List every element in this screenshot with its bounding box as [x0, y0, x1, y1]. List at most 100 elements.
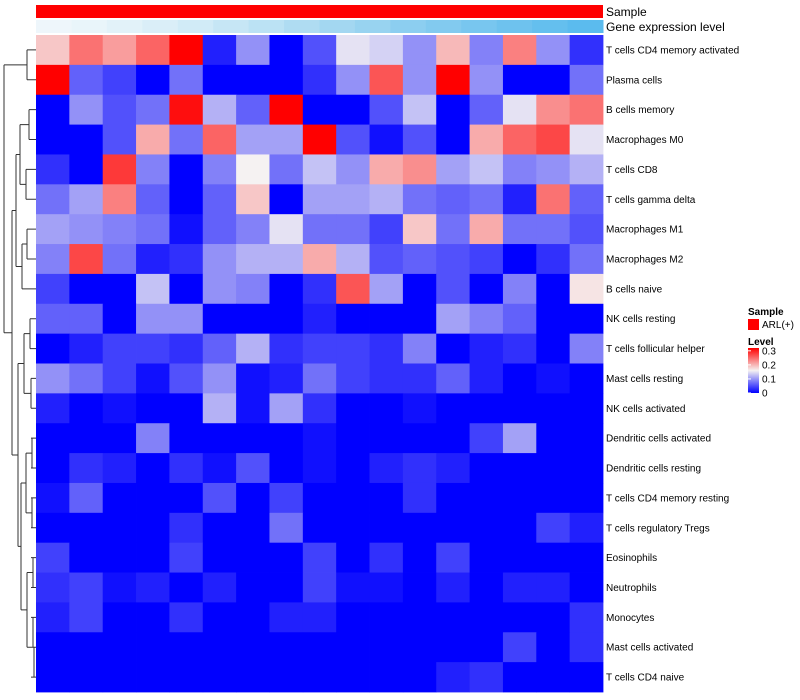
legend-sample-swatch	[748, 319, 759, 330]
heatmap-cell	[569, 512, 604, 544]
heatmap-cell	[536, 542, 571, 573]
heatmap-cell	[369, 35, 404, 66]
heatmap-cell	[102, 124, 137, 155]
heatmap-cell	[136, 94, 170, 125]
heatmap-cell	[502, 363, 537, 394]
heatmap-cell	[36, 482, 70, 514]
heatmap-cell	[302, 393, 337, 424]
heatmap-cell	[402, 303, 437, 335]
heatmap-cell	[202, 184, 237, 215]
heatmap-cell	[36, 303, 70, 335]
heatmap-cell	[336, 154, 370, 185]
heatmap-cell	[236, 393, 270, 424]
heatmap-cell	[169, 124, 204, 155]
heatmap-cell	[269, 214, 304, 245]
heatmap-cell	[169, 94, 204, 125]
heatmap-cells	[36, 35, 604, 693]
expression-annotation-cell	[390, 20, 427, 33]
heatmap-cell	[302, 512, 337, 544]
heatmap-cell	[169, 244, 204, 275]
heatmap-cell	[569, 423, 604, 454]
heatmap-cell	[369, 214, 404, 245]
heatmap-cell	[302, 273, 337, 305]
heatmap-cell	[302, 184, 337, 215]
heatmap-cell	[469, 572, 504, 603]
heatmap-cell	[136, 35, 170, 66]
heatmap-cell	[302, 333, 337, 364]
heatmap-cell	[169, 303, 204, 335]
heatmap-cell	[236, 214, 270, 245]
heatmap-cell	[136, 333, 170, 364]
expression-annotation-cell	[425, 20, 462, 33]
heatmap-cell	[169, 453, 204, 484]
heatmap-cell	[102, 542, 137, 573]
heatmap-cell	[169, 602, 204, 633]
heatmap-cell	[469, 214, 504, 245]
heatmap-cell	[236, 124, 270, 155]
heatmap-cell	[336, 512, 370, 544]
heatmap-cell	[536, 512, 571, 544]
heatmap-cell	[436, 602, 470, 633]
heatmap-cell	[502, 333, 537, 364]
heatmap-cell	[502, 124, 537, 155]
heatmap-cell	[36, 124, 70, 155]
expression-annotation-bar	[36, 20, 604, 33]
heatmap-cell	[369, 542, 404, 573]
row-label: Macrophages M1	[606, 225, 684, 236]
heatmap-cell	[502, 184, 537, 215]
heatmap-cell	[202, 662, 237, 693]
heatmap-cell	[136, 64, 170, 96]
row-label: Dendritic cells activated	[606, 434, 711, 445]
expression-annotation-cell	[319, 20, 356, 33]
expression-annotation-cell	[36, 20, 72, 33]
heatmap-cell	[69, 363, 104, 394]
heatmap-cell	[69, 482, 104, 514]
heatmap-cell	[402, 124, 437, 155]
heatmap-cell	[69, 94, 104, 125]
heatmap-cell	[202, 572, 237, 603]
heatmap-cell	[302, 482, 337, 514]
heatmap-cell	[269, 303, 304, 335]
heatmap-cell	[502, 154, 537, 185]
heatmap-cell	[536, 184, 571, 215]
heatmap-cell	[469, 393, 504, 424]
heatmap-cell	[202, 94, 237, 125]
heatmap-cell	[502, 393, 537, 424]
heatmap-cell	[169, 35, 204, 66]
heatmap-cell	[202, 632, 237, 663]
heatmap-cell	[269, 453, 304, 484]
heatmap-cell	[269, 94, 304, 125]
heatmap-cell	[202, 423, 237, 454]
legend-tick-label: 0.3	[762, 346, 776, 357]
heatmap-cell	[436, 482, 470, 514]
expression-annotation-cell	[567, 20, 604, 33]
heatmap-cell	[136, 482, 170, 514]
heatmap-cell	[402, 453, 437, 484]
heatmap-cell	[69, 35, 104, 66]
heatmap-cell	[402, 482, 437, 514]
heatmap-cell	[502, 542, 537, 573]
heatmap-cell	[136, 244, 170, 275]
heatmap-cell	[169, 632, 204, 663]
heatmap-cell	[269, 363, 304, 394]
heatmap-cell	[536, 453, 571, 484]
heatmap-cell	[269, 35, 304, 66]
heatmap-cell	[136, 453, 170, 484]
heatmap-cell	[436, 363, 470, 394]
heatmap-cell	[436, 423, 470, 454]
heatmap-cell	[569, 303, 604, 335]
heatmap-cell	[236, 333, 270, 364]
heatmap-cell	[36, 273, 70, 305]
heatmap-cell	[36, 512, 70, 544]
heatmap-cell	[69, 244, 104, 275]
heatmap-cell	[236, 94, 270, 125]
heatmap-cell	[69, 214, 104, 245]
heatmap-cell	[102, 363, 137, 394]
row-label: T cells regulatory Tregs	[606, 523, 710, 534]
heatmap-cell	[469, 244, 504, 275]
heatmap-cell	[136, 154, 170, 185]
heatmap-cell	[269, 154, 304, 185]
heatmap-cell	[502, 244, 537, 275]
heatmap-cell	[536, 363, 571, 394]
heatmap-cell	[169, 423, 204, 454]
